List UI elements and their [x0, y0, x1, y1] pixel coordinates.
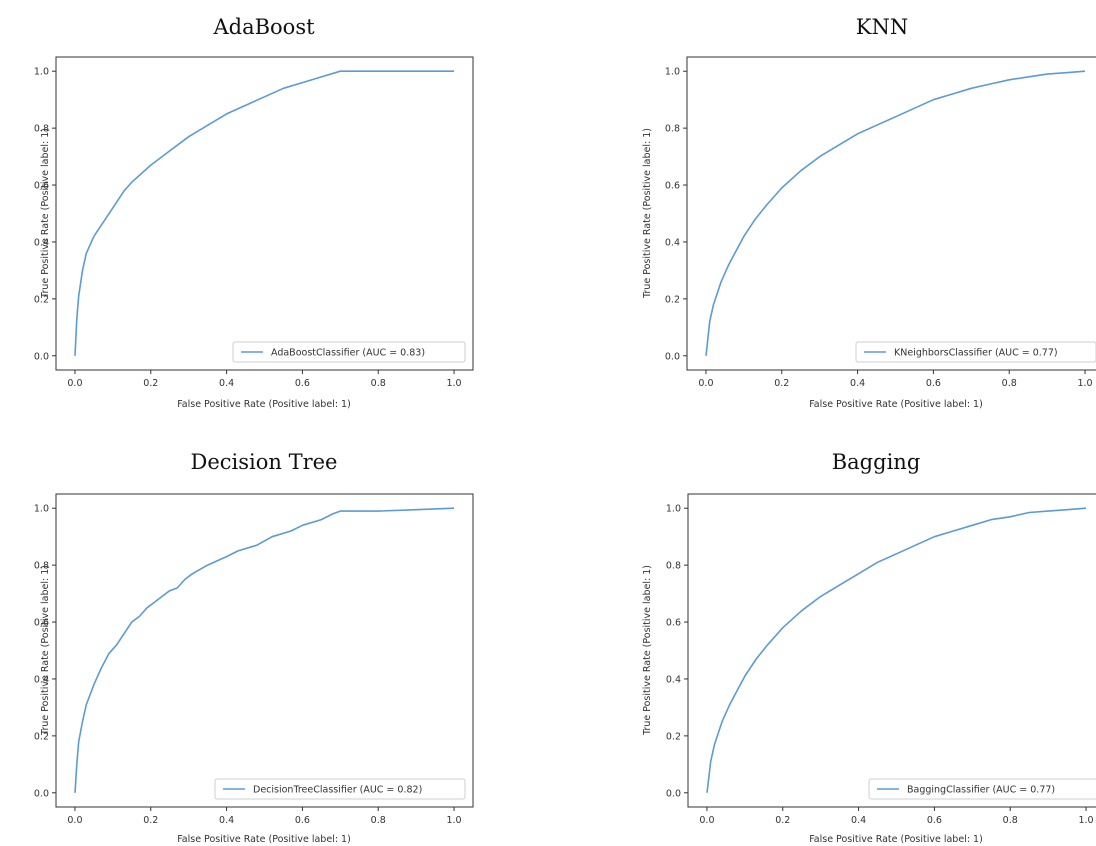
x-tick-label: 0.8: [371, 815, 386, 826]
x-tick-label: 0.2: [143, 815, 158, 826]
x-tick-label: 0.4: [850, 378, 865, 389]
plot-frame: [687, 493, 1096, 808]
y-axis-label: True Positive Rate (Positive label: 1): [642, 565, 653, 736]
y-tick-label: 0.2: [34, 294, 49, 305]
y-tick-label: 1.0: [34, 67, 49, 78]
roc-curve-line: [705, 70, 1086, 356]
legend-label: BaggingClassifier (AUC = 0.77): [907, 785, 1055, 796]
ticks: 0.0 0.2 0.4 0.6 0.8 1.0 0.0 0.2 0.4 0.6 0.8 1.0: [34, 67, 462, 389]
legend: BaggingClassifier (AUC = 0.77): [868, 778, 1096, 800]
plot-frame: [686, 56, 1096, 371]
legend-box: [868, 778, 1096, 800]
y-axis-label: True Positive Rate (Positive label: 1): [642, 128, 653, 299]
y-axis-label: True Positive Rate (Positive label: 1): [40, 128, 51, 299]
roc-curve-line: [74, 507, 455, 793]
y-tick-label: 0.4: [34, 674, 49, 685]
y-tick-label: 0.0: [665, 351, 680, 362]
x-tick-label: 0.6: [295, 378, 310, 389]
y-tick-label: 0.4: [34, 237, 49, 248]
y-tick-label: 0.4: [666, 674, 681, 685]
y-tick-label: 0.0: [34, 351, 49, 362]
x-tick-label: 0.8: [1003, 815, 1018, 826]
x-tick-label: 0.8: [1002, 378, 1017, 389]
x-tick-label: 0.6: [295, 815, 310, 826]
x-tick-label: 0.0: [699, 815, 714, 826]
y-tick-label: 0.4: [665, 237, 680, 248]
y-tick-label: 1.0: [665, 67, 680, 78]
x-axis-label: False Positive Rate (Positive label: 1): [809, 834, 983, 845]
x-tick-label: 1.0: [446, 378, 461, 389]
ticks: 0.0 0.2 0.4 0.6 0.8 1.0 0.0 0.2 0.4 0.6 0.8 1.0: [665, 67, 1093, 389]
legend-label: DecisionTreeClassifier (AUC = 0.82): [253, 785, 422, 796]
y-axis-label: True Positive Rate (Positive label: 1): [40, 565, 51, 736]
x-tick-label: 0.0: [698, 378, 713, 389]
legend-box: [855, 341, 1096, 363]
y-tick-label: 0.8: [34, 124, 49, 135]
y-tick-label: 0.8: [665, 124, 680, 135]
y-tick-label: 0.6: [665, 181, 680, 192]
panel-decision-tree: Decision Tree 0.0 0.2 0.4 0.6 0.8 1.00.00.20.…: [34, 450, 474, 845]
panel-bagging: Bagging 0.0 0.2 0.4 0.6 0.8 1.00.00.20.40.60.…: [642, 450, 1096, 845]
ticks: 0.0 0.2 0.4 0.6 0.8 1.0 0.0 0.2 0.4 0.6 0.8 1.0: [34, 504, 462, 826]
plot-frame: [55, 56, 474, 371]
y-tick-label: 0.2: [34, 731, 49, 742]
y-tick-label: 0.2: [665, 294, 680, 305]
roc-curve-line: [706, 507, 1087, 793]
x-tick-label: 0.8: [371, 378, 386, 389]
x-tick-label: 0.6: [927, 815, 942, 826]
panel-title: Decision Tree: [191, 450, 338, 474]
x-tick-label: 1.0: [1078, 815, 1093, 826]
legend-box: [232, 341, 466, 363]
y-tick-label: 0.6: [666, 618, 681, 629]
panel-title: Bagging: [832, 450, 921, 474]
roc-curve-line: [74, 70, 454, 356]
y-tick-label: 0.8: [666, 561, 681, 572]
y-tick-label: 1.0: [34, 504, 49, 515]
panel-title: AdaBoost: [212, 15, 315, 39]
x-tick-label: 1.0: [1077, 378, 1092, 389]
y-tick-label: 0.0: [666, 788, 681, 799]
legend-label: KNeighborsClassifier (AUC = 0.77): [894, 348, 1058, 359]
x-axis-label: False Positive Rate (Positive label: 1): [177, 834, 351, 845]
legend: AdaBoostClassifier (AUC = 0.83): [232, 341, 466, 363]
legend-box: [214, 778, 466, 800]
panel-knn: KNN 0.0 0.2 0.4 0.6 0.8 1.0 0.0 0.2 0.4 0.6 0.8 1.0…: [642, 15, 1096, 410]
ticks: 0.0 0.2 0.4 0.6 0.8 1.0 0.0 0.2 0.4 0.6 0.8 1.0: [666, 504, 1094, 826]
x-axis-label: False Positive Rate (Positive label: 1): [809, 399, 983, 410]
x-tick-label: 0.4: [219, 815, 234, 826]
legend: KNeighborsClassifier (AUC = 0.77): [855, 341, 1096, 363]
x-tick-label: 0.2: [143, 378, 158, 389]
x-tick-label: 0.4: [851, 815, 866, 826]
x-tick-label: 1.0: [446, 815, 461, 826]
y-tick-label: 0.2: [666, 731, 681, 742]
legend-label: AdaBoostClassifier (AUC = 0.83): [271, 348, 425, 359]
x-tick-label: 0.0: [67, 378, 82, 389]
x-tick-label: 0.2: [774, 378, 789, 389]
x-tick-label: 0.0: [67, 815, 82, 826]
y-tick-label: 0.6: [34, 181, 49, 192]
y-tick-label: 0.6: [34, 618, 49, 629]
panel-adaboost: AdaBoost 0.0 0.2 0.4 0.6 0.8 1.00.00.20.40.60…: [34, 15, 474, 410]
x-tick-label: 0.6: [926, 378, 941, 389]
y-tick-label: 0.8: [34, 561, 49, 572]
plot-frame: [55, 493, 474, 808]
panel-title: KNN: [856, 15, 908, 39]
legend: DecisionTreeClassifier (AUC = 0.82): [214, 778, 466, 800]
y-tick-label: 1.0: [666, 504, 681, 515]
x-axis-label: False Positive Rate (Positive label: 1): [177, 399, 351, 410]
y-tick-label: 0.0: [34, 788, 49, 799]
x-tick-label: 0.2: [775, 815, 790, 826]
x-tick-label: 0.4: [219, 378, 234, 389]
